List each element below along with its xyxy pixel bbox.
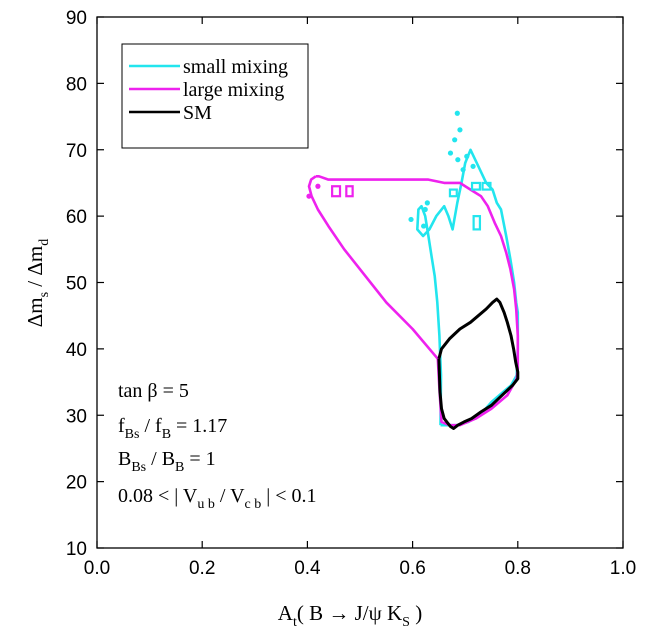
y-tick-label: 60: [66, 207, 87, 228]
y-tick-label: 90: [66, 8, 87, 29]
large-mixing-island: [345, 185, 354, 198]
large-mixing-point: [315, 183, 321, 189]
legend-label-sm: SM: [183, 102, 212, 124]
legend-label-small-mixing: small mixing: [183, 56, 288, 78]
y-tick-label: 80: [66, 74, 87, 95]
x-tick-label: 0.2: [189, 558, 215, 579]
y-tick-label: 20: [66, 473, 87, 494]
y-axis-title: Δms / Δmd: [23, 239, 52, 327]
small-mixing-point: [455, 157, 461, 163]
large-mixing-island: [331, 185, 342, 198]
annotation-bbs-ratio: BBs / BB = 1: [118, 448, 216, 475]
annotation-tan-beta: tan β = 5: [118, 380, 189, 402]
small-mixing-island: [472, 215, 482, 231]
series-layer: [306, 110, 520, 430]
x-tick-label: 0.8: [505, 558, 531, 579]
x-tick-label: 0.4: [294, 558, 321, 579]
x-tick-label: 0.6: [399, 558, 425, 579]
small-mixing-point: [464, 153, 470, 159]
x-axis-title: At( B → J/ψ KS ): [278, 601, 422, 630]
x-tick-label: 0.0: [84, 558, 110, 579]
series-sm-contour: [437, 297, 520, 430]
small-mixing-point: [470, 163, 476, 169]
ticks-layer: [96, 16, 624, 549]
legend-box: [121, 43, 309, 149]
large-mixing-point: [306, 193, 312, 199]
small-mixing-point: [457, 127, 463, 133]
x-tick-label: 1.0: [610, 558, 636, 579]
tick-labels-layer: 0.0 0.2 0.4 0.6 0.8 1.0 10 20 30 40 50 60 70 80 90: [66, 8, 636, 579]
small-mixing-point: [452, 137, 458, 143]
y-tick-label: 10: [66, 539, 87, 560]
legend-label-large-mixing: large mixing: [183, 79, 284, 101]
small-mixing-point: [422, 206, 428, 213]
small-mixing-point: [454, 110, 460, 116]
small-mixing-point: [424, 200, 430, 206]
small-mixing-island: [481, 181, 492, 191]
small-mixing-island: [448, 188, 458, 198]
small-mixing-point: [421, 223, 427, 229]
annotation-vub-vcb: 0.08 < | Vu b / Vc b | < 0.1: [118, 485, 317, 512]
y-tick-label: 40: [66, 340, 87, 361]
y-tick-label: 50: [66, 274, 87, 295]
small-mixing-point: [460, 167, 466, 173]
small-mixing-island: [470, 181, 482, 191]
small-mixing-point: [447, 150, 454, 156]
annotations: tan β = 5 fBs / fB = 1.17 BBs / BB = 1 0…: [118, 380, 317, 512]
y-tick-label: 70: [66, 141, 87, 162]
small-mixing-point: [408, 216, 414, 223]
y-tick-label: 30: [66, 406, 87, 427]
annotation-fbs-ratio: fBs / fB = 1.17: [118, 415, 227, 442]
